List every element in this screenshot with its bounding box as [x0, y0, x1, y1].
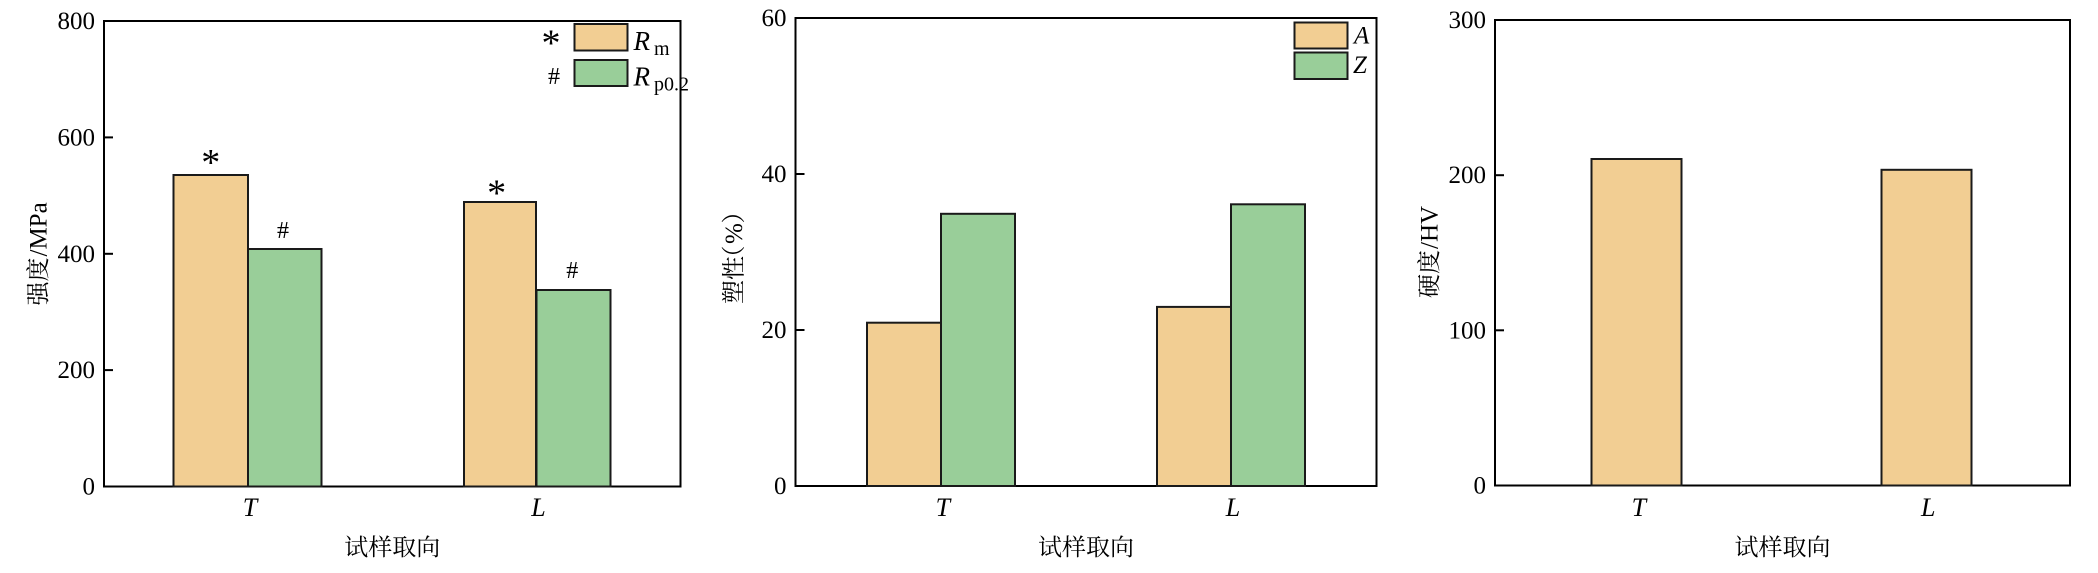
svg-text:T: T: [1632, 493, 1648, 522]
svg-text:R: R: [633, 62, 651, 92]
svg-text:100: 100: [1449, 317, 1487, 344]
svg-text:600: 600: [58, 124, 96, 151]
svg-text:#: #: [548, 64, 560, 90]
svg-text:A: A: [1352, 23, 1370, 50]
svg-text:800: 800: [58, 8, 96, 35]
svg-text:p0.2: p0.2: [654, 74, 689, 96]
svg-text:0: 0: [774, 473, 787, 500]
svg-text:20: 20: [762, 317, 787, 344]
svg-text:#: #: [566, 258, 578, 284]
svg-text:40: 40: [762, 161, 787, 188]
svg-text:L: L: [1225, 493, 1240, 522]
svg-text:%: %: [721, 223, 748, 244]
svg-text:0: 0: [83, 474, 96, 501]
svg-text:0: 0: [1474, 473, 1487, 500]
svg-text:/MPa: /MPa: [26, 202, 53, 256]
svg-text:300: 300: [1449, 7, 1487, 34]
svg-text:T: T: [936, 493, 952, 522]
svg-text:60: 60: [762, 5, 787, 32]
svg-text:m: m: [654, 38, 670, 60]
svg-text:400: 400: [58, 241, 96, 268]
svg-text:*: *: [201, 142, 220, 184]
svg-text:Z: Z: [1353, 52, 1368, 79]
svg-text:R: R: [633, 26, 651, 56]
svg-text:L: L: [1920, 493, 1935, 522]
svg-text:200: 200: [58, 357, 96, 384]
svg-text:L: L: [530, 493, 545, 522]
svg-text:/HV: /HV: [1417, 206, 1444, 249]
svg-text:#: #: [277, 218, 289, 244]
svg-text:200: 200: [1449, 162, 1487, 189]
svg-text:*: *: [542, 22, 561, 64]
svg-text:T: T: [243, 493, 259, 522]
svg-text:*: *: [487, 173, 506, 215]
